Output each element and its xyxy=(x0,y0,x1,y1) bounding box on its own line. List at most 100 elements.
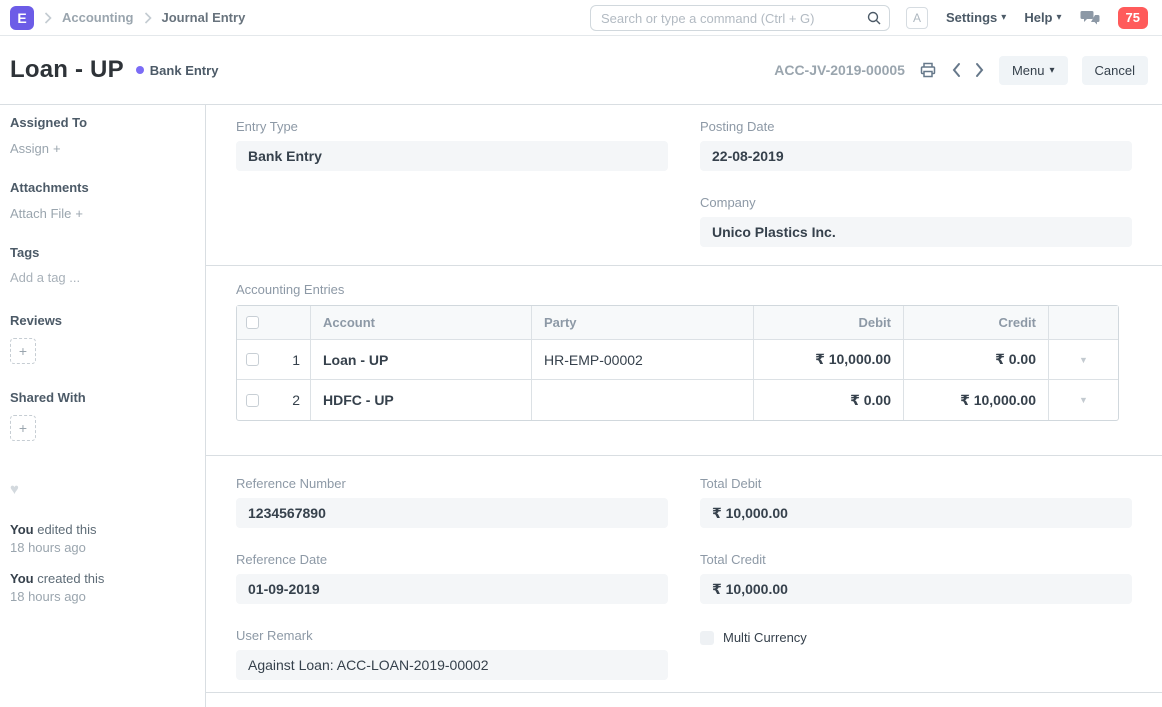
prev-document-icon[interactable] xyxy=(951,62,961,78)
multi-currency-checkbox[interactable] xyxy=(700,630,714,645)
menu-button[interactable]: Menu ▾ xyxy=(998,55,1068,85)
add-share-button[interactable]: + xyxy=(10,415,36,441)
form-sidebar: Assigned To Assign + Attachments Attach F… xyxy=(0,105,205,707)
user-remark-field: User Remark Against Loan: ACC-LOAN-2019-… xyxy=(236,628,668,680)
row-checkbox[interactable] xyxy=(246,353,259,366)
timeline-entry: You created this 18 hours ago xyxy=(10,571,105,604)
account-cell[interactable]: Loan - UP xyxy=(311,340,532,379)
page-header: Loan - UP Bank Entry ACC-JV-2019-00005 M… xyxy=(0,36,1162,105)
entry-type-value[interactable]: Bank Entry xyxy=(236,141,668,171)
attachments-heading: Attachments xyxy=(10,180,89,195)
plus-icon: + xyxy=(75,206,84,221)
reference-date-field: Reference Date 01-09-2019 xyxy=(236,552,668,604)
party-cell[interactable] xyxy=(532,380,754,420)
entry-type-label: Entry Type xyxy=(236,119,298,134)
status-indicator: Bank Entry xyxy=(135,62,219,78)
tags-heading: Tags xyxy=(10,245,40,260)
chevron-down-icon: ▾ xyxy=(1056,12,1062,23)
navbar: E Accounting Journal Entry A Settings ▾ … xyxy=(0,0,1162,36)
posting-date-label: Posting Date xyxy=(700,119,775,134)
next-section-top xyxy=(206,692,1162,707)
add-tag-input[interactable]: Add a tag ... xyxy=(10,270,81,285)
form-body: Entry Type Bank Entry Posting Date 22-08… xyxy=(205,105,1162,707)
add-review-button[interactable]: + xyxy=(10,338,36,364)
row-index: 1 xyxy=(271,340,311,379)
multi-currency-label: Multi Currency xyxy=(723,630,807,645)
total-credit-label: Total Credit xyxy=(700,552,766,567)
reference-number-label: Reference Number xyxy=(236,476,346,491)
chevron-down-icon: ▾ xyxy=(1001,12,1007,23)
breadcrumb-journal-entry[interactable]: Journal Entry xyxy=(161,10,246,25)
assign-link[interactable]: Assign + xyxy=(10,141,61,156)
user-remark-label: User Remark xyxy=(236,628,313,643)
company-label: Company xyxy=(700,195,756,210)
account-cell[interactable]: HDFC - UP xyxy=(311,380,532,420)
accounting-entries-grid: Account Party Debit Credit 1 Loan - UP H… xyxy=(236,305,1119,421)
help-label: Help xyxy=(1024,10,1053,25)
search-icon[interactable] xyxy=(866,10,882,26)
chevron-down-icon: ▾ xyxy=(1049,64,1055,76)
grid-row-2[interactable]: 2 HDFC - UP ₹ 0.00 ₹ 10,000.00 ▼ xyxy=(237,380,1118,420)
help-menu[interactable]: Help ▾ xyxy=(1024,10,1061,25)
chat-icon[interactable] xyxy=(1080,9,1100,27)
total-debit-label: Total Debit xyxy=(700,476,762,491)
company-field: Company Unico Plastics Inc. xyxy=(700,195,1132,247)
multi-currency-field: Multi Currency xyxy=(700,628,1132,645)
credit-cell[interactable]: ₹ 10,000.00 xyxy=(904,380,1049,420)
notifications-count-badge[interactable]: 75 xyxy=(1117,6,1148,29)
app-logo[interactable]: E xyxy=(10,5,34,30)
attach-file-link[interactable]: Attach File + xyxy=(10,206,84,221)
total-credit-value: ₹ 10,000.00 xyxy=(700,574,1132,604)
grid-row-1[interactable]: 1 Loan - UP HR-EMP-00002 ₹ 10,000.00 ₹ 0… xyxy=(237,340,1118,380)
assigned-to-heading: Assigned To xyxy=(10,115,88,130)
reference-date-value[interactable]: 01-09-2019 xyxy=(236,574,668,604)
status-label: Bank Entry xyxy=(149,62,219,78)
total-credit-field: Total Credit ₹ 10,000.00 xyxy=(700,552,1132,604)
company-value[interactable]: Unico Plastics Inc. xyxy=(700,217,1132,247)
document-id: ACC-JV-2019-00005 xyxy=(774,62,905,78)
shared-with-heading: Shared With xyxy=(10,390,86,405)
like-heart-icon[interactable]: ♥ xyxy=(10,481,19,498)
column-header-debit: Debit xyxy=(754,306,904,339)
entry-type-field: Entry Type Bank Entry xyxy=(236,119,668,171)
row-index: 2 xyxy=(271,380,311,420)
page-title: Loan - UP xyxy=(10,56,124,83)
menu-button-label: Menu xyxy=(1011,62,1045,78)
settings-label: Settings xyxy=(946,10,998,25)
debit-cell[interactable]: ₹ 10,000.00 xyxy=(754,340,904,379)
plus-icon: + xyxy=(53,141,61,156)
chevron-right-icon xyxy=(144,11,152,24)
posting-date-field: Posting Date 22-08-2019 xyxy=(700,119,1132,171)
breadcrumb-accounting[interactable]: Accounting xyxy=(62,10,134,25)
debit-cell[interactable]: ₹ 0.00 xyxy=(754,380,904,420)
chevron-right-icon xyxy=(44,11,52,24)
cancel-button[interactable]: Cancel xyxy=(1081,55,1148,85)
party-cell[interactable]: HR-EMP-00002 xyxy=(532,340,754,379)
user-avatar[interactable]: A xyxy=(906,6,928,29)
chevron-down-icon: ▼ xyxy=(1079,395,1088,405)
select-all-checkbox[interactable] xyxy=(246,316,259,329)
row-expand-button[interactable]: ▼ xyxy=(1049,340,1118,379)
print-icon[interactable] xyxy=(919,61,937,79)
user-remark-value[interactable]: Against Loan: ACC-LOAN-2019-00002 xyxy=(236,650,668,680)
row-expand-button[interactable]: ▼ xyxy=(1049,380,1118,420)
next-document-icon[interactable] xyxy=(975,62,985,78)
credit-cell[interactable]: ₹ 0.00 xyxy=(904,340,1049,379)
total-debit-field: Total Debit ₹ 10,000.00 xyxy=(700,476,1132,528)
total-debit-value: ₹ 10,000.00 xyxy=(700,498,1132,528)
timeline-entry: You edited this 18 hours ago xyxy=(10,522,97,555)
status-dot-icon xyxy=(135,66,144,74)
search-input[interactable] xyxy=(590,5,890,31)
reference-date-label: Reference Date xyxy=(236,552,328,567)
reviews-heading: Reviews xyxy=(10,313,63,328)
posting-date-value[interactable]: 22-08-2019 xyxy=(700,141,1132,171)
column-header-party: Party xyxy=(532,306,754,339)
column-header-account: Account xyxy=(311,306,532,339)
reference-number-field: Reference Number 1234567890 xyxy=(236,476,668,528)
accounting-entries-label: Accounting Entries xyxy=(236,282,345,297)
column-header-credit: Credit xyxy=(904,306,1049,339)
row-checkbox[interactable] xyxy=(246,393,259,407)
global-search xyxy=(590,5,890,31)
reference-number-value[interactable]: 1234567890 xyxy=(236,498,668,528)
settings-menu[interactable]: Settings ▾ xyxy=(946,10,1006,25)
